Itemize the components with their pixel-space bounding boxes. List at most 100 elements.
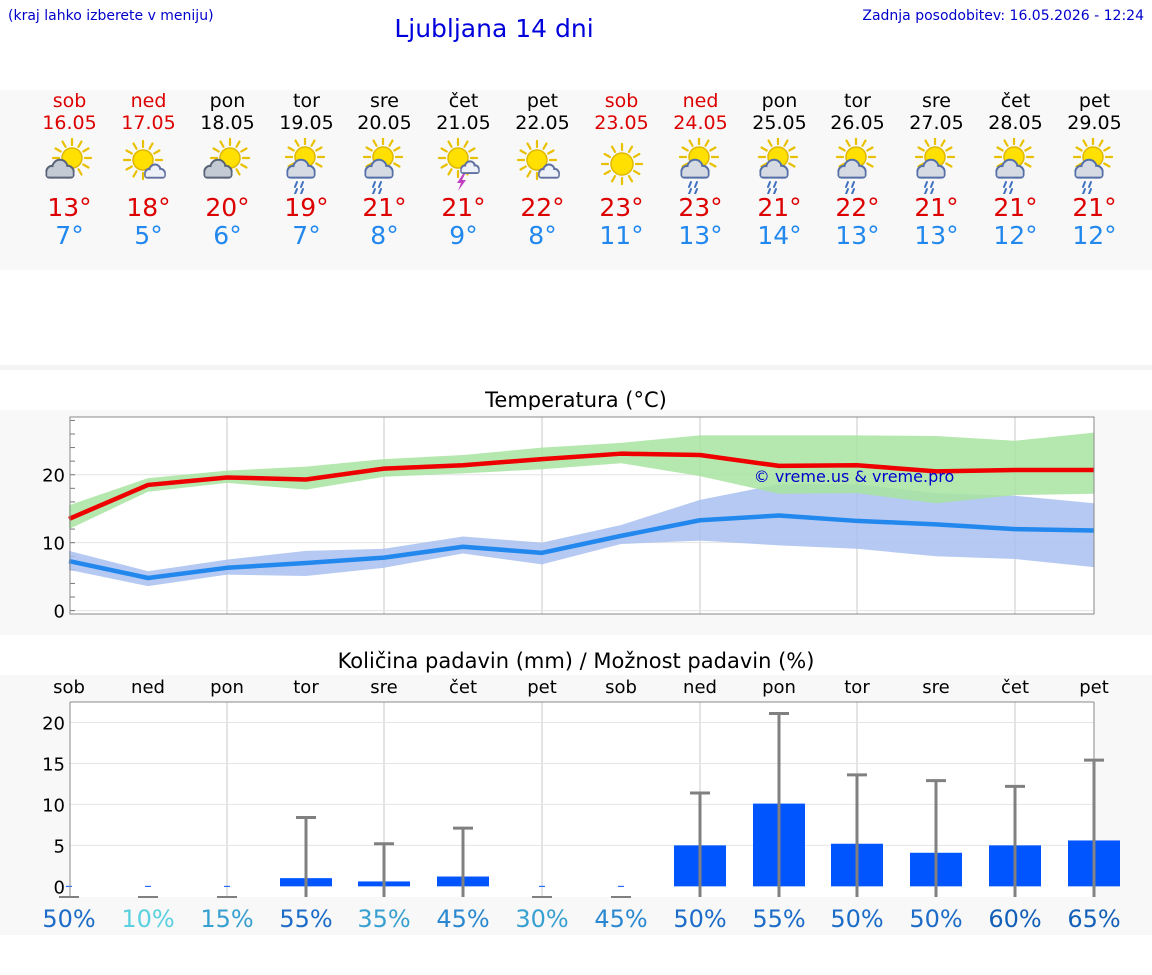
day-column: ned 24.05 23° 13°	[661, 90, 740, 250]
temp-max: 21°	[914, 193, 959, 222]
day-name: pon	[209, 90, 246, 112]
rain-drops	[767, 181, 777, 194]
max-temp-band	[69, 432, 1094, 530]
day-date: 21.05	[436, 112, 491, 134]
precip-chart-title: Količina padavin (mm) / Možnost padavin …	[337, 649, 815, 673]
temp-max: 22°	[520, 193, 565, 222]
max-temp-line	[68, 451, 1094, 521]
cloud-shape	[144, 163, 166, 179]
cloud-shape	[460, 160, 480, 174]
temp-min: 14°	[757, 221, 802, 250]
day-column: pet 29.05 21° 12°	[1055, 90, 1134, 250]
rain-drops	[294, 181, 304, 194]
x-tick-label: tor	[844, 677, 870, 698]
day-column: ned 17.05 18° 5°	[109, 90, 188, 250]
precip-probability: 65%	[1067, 905, 1120, 933]
precip-probability: 60%	[988, 905, 1041, 933]
precip-probability: 55%	[279, 905, 332, 933]
sun-disc	[610, 152, 634, 176]
precip-bar	[618, 885, 624, 887]
day-column: čet 21.05 21° 9°	[424, 90, 503, 250]
cloud-shape	[203, 158, 233, 179]
day-name: pet	[526, 90, 559, 112]
forecast-strip-background	[0, 90, 1152, 270]
sun-thunder-icon	[437, 138, 480, 191]
day-date: 28.05	[988, 112, 1043, 134]
temp-max: 19°	[284, 193, 329, 222]
sun-cloud-rain-icon	[362, 138, 404, 194]
x-tick-label: sob	[605, 677, 637, 698]
temp-min: 13°	[678, 221, 723, 250]
temp-min: 6°	[213, 221, 242, 250]
page-title: Ljubljana 14 dni	[394, 14, 594, 43]
min-temp-line	[68, 513, 1095, 581]
rain-drops	[924, 181, 934, 194]
day-name: čet	[448, 90, 479, 112]
precip-bar	[224, 885, 230, 887]
sun-small-cloud-icon	[516, 139, 560, 181]
sun-rays	[600, 142, 644, 186]
temp-max: 21°	[757, 193, 802, 222]
x-tick-label: ned	[131, 677, 165, 698]
temp-min: 8°	[528, 221, 557, 250]
cloud-shape	[916, 158, 946, 179]
day-date: 26.05	[830, 112, 885, 134]
day-column: sre 27.05 21° 13°	[897, 90, 976, 250]
temp-min: 13°	[914, 221, 959, 250]
x-tick-label: tor	[293, 677, 319, 698]
sun-cloud-rain-icon	[284, 138, 326, 194]
day-date: 29.05	[1067, 112, 1122, 134]
temp-max: 21°	[362, 193, 407, 222]
x-tick-label: sre	[370, 677, 397, 698]
precip-probability: 45%	[436, 905, 489, 933]
rain-drops	[688, 181, 698, 194]
rain-drops	[1082, 181, 1092, 194]
precip-bar	[66, 885, 72, 887]
temp-max: 23°	[678, 193, 723, 222]
sun-cloud-rain-icon	[757, 138, 799, 194]
temperature-chart: 0 10 20 © vreme.us & vreme.pro	[42, 416, 1095, 623]
sun-cloud-rain-icon	[1072, 138, 1114, 194]
x-tick-label: čet	[1001, 677, 1029, 698]
precip-probability: 50%	[42, 905, 95, 933]
sun-cloud-icon	[203, 138, 251, 179]
x-tick-label: pet	[527, 677, 557, 698]
day-date: 20.05	[357, 112, 412, 134]
temp-max: 23°	[599, 193, 644, 222]
sun-cloud-rain-icon	[678, 138, 720, 194]
precip-probability: 45%	[594, 905, 647, 933]
sun-cloud-rain-icon	[993, 138, 1035, 194]
day-column: pon 25.05 21° 14°	[740, 90, 819, 250]
temp-min: 13°	[835, 221, 880, 250]
sun-disc	[447, 147, 469, 169]
day-name: tor	[293, 90, 320, 112]
precip-probability: 15%	[200, 905, 253, 933]
cloud-shape	[286, 158, 316, 179]
temp-max: 21°	[993, 193, 1038, 222]
cloud-shape	[364, 158, 394, 179]
y-tick-label: 10	[42, 795, 65, 816]
day-date: 24.05	[673, 112, 728, 134]
x-tick-label: pet	[1079, 677, 1109, 698]
temp-min: 11°	[599, 221, 644, 250]
day-name: pet	[1078, 90, 1111, 112]
precip-probability: 50%	[909, 905, 962, 933]
day-date: 16.05	[42, 112, 97, 134]
day-column: sob 23.05 23° 11°	[582, 90, 661, 250]
temp-max: 22°	[835, 193, 880, 222]
precip-probability: 30%	[515, 905, 568, 933]
temp-min: 5°	[134, 221, 163, 250]
precip-probability: 10%	[121, 905, 174, 933]
watermark: © vreme.us & vreme.pro	[754, 467, 955, 486]
temp-max: 21°	[441, 193, 486, 222]
precip-probability: 35%	[357, 905, 410, 933]
day-name: sre	[922, 90, 951, 112]
precip-bar	[145, 885, 151, 887]
y-tick-label: 0	[54, 877, 65, 898]
sun-disc	[132, 149, 154, 171]
day-column: tor 26.05 22° 13°	[818, 90, 897, 250]
cloud-shape	[45, 158, 75, 179]
temp-max: 13°	[47, 193, 92, 222]
day-name: pon	[761, 90, 798, 112]
day-name: sre	[370, 90, 399, 112]
